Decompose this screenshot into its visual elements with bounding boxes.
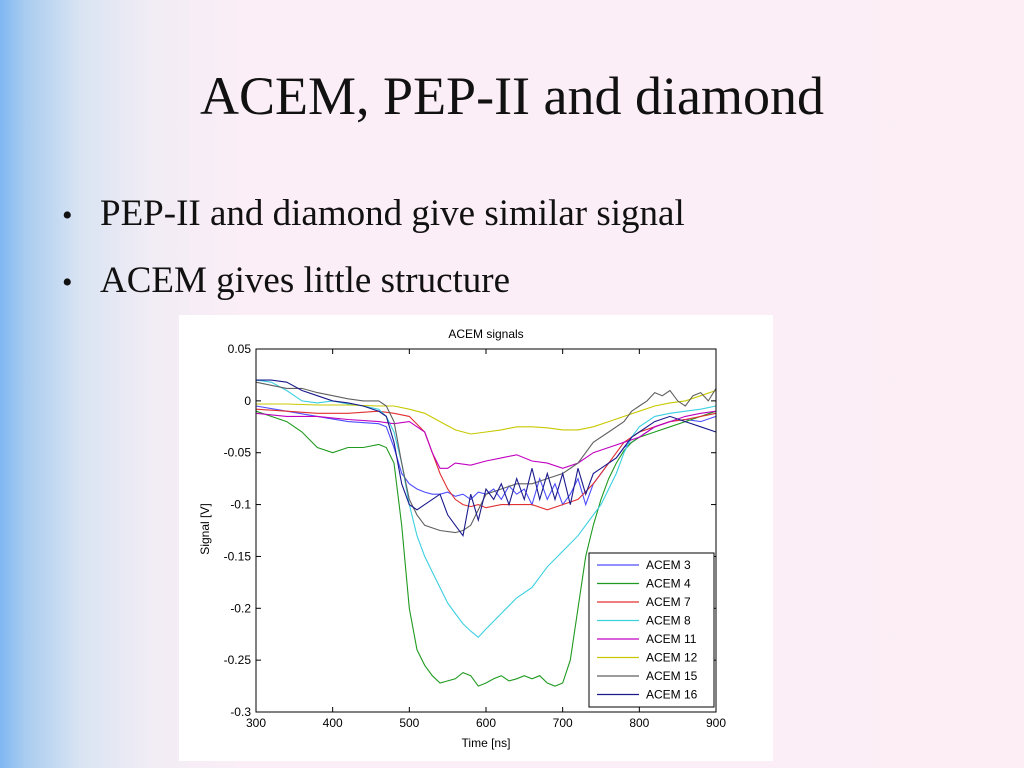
x-tick-label: 600 [476, 716, 496, 730]
slide-title: ACEM, PEP-II and diamond [200, 66, 824, 126]
y-tick-label: -0.15 [224, 549, 252, 563]
legend-label: ACEM 3 [646, 558, 691, 572]
y-tick-label: 0.05 [228, 342, 252, 356]
bullet-text: ACEM gives little structure [100, 260, 511, 301]
series-line-6 [256, 389, 717, 435]
x-tick-label: 400 [323, 716, 343, 730]
y-tick-label: -0.05 [224, 446, 252, 460]
y-tick-label: -0.3 [230, 705, 251, 719]
series-line-8 [256, 379, 717, 538]
legend-label: ACEM 11 [646, 632, 697, 646]
plot-lines [255, 379, 717, 687]
bullet-dot-icon: • [62, 266, 73, 299]
chart-title: ACEM signals [448, 327, 523, 341]
legend-label: ACEM 12 [646, 651, 698, 665]
series-line-7 [255, 381, 717, 534]
bullet-dot-icon: • [62, 199, 73, 232]
legend-label: ACEM 7 [646, 595, 691, 609]
y-tick-label: 0 [244, 394, 251, 408]
y-tick-label: -0.25 [224, 653, 252, 667]
chart-legend: ACEM 3 ACEM 4 ACEM 7 ACEM 8 ACEM 11 ACEM 12 AC… [588, 552, 715, 708]
bullet-item: • ACEM gives little structure [62, 255, 685, 309]
chart-panel: ACEM signals Signal [V] Time [ns] 300 400… [179, 315, 773, 761]
bullet-text: PEP-II and diamond give similar signal [100, 193, 685, 234]
bullet-item: • PEP-II and diamond give similar signal [62, 188, 685, 242]
x-axis-label: Time [ns] [462, 736, 511, 750]
x-tick-label: 900 [706, 716, 726, 730]
plot-frame [255, 348, 717, 713]
legend-box [588, 552, 715, 708]
legend-label: ACEM 4 [646, 577, 691, 591]
legend-label: ACEM 15 [646, 669, 698, 683]
y-axis-label: Signal [V] [198, 503, 212, 554]
x-tick-label: 800 [629, 716, 649, 730]
legend-label: ACEM 16 [646, 688, 698, 702]
series-line-2 [255, 410, 717, 687]
x-tick-label: 300 [246, 716, 266, 730]
x-tick-label: 500 [399, 716, 419, 730]
line-chart: ACEM signals Signal [V] Time [ns] 300 400… [198, 327, 727, 750]
legend-label: ACEM 8 [646, 614, 691, 628]
x-tick-label: 700 [553, 716, 573, 730]
y-tick-label: -0.2 [230, 601, 251, 615]
y-tick-label: -0.1 [230, 498, 251, 512]
series-line-5 [255, 410, 717, 469]
bullet-list: • PEP-II and diamond give similar signal… [62, 188, 685, 322]
axis-ticks: 300 400 500 600 700 800 900 0.05 0 -0.05 -0.1 -0.15… [224, 342, 727, 730]
